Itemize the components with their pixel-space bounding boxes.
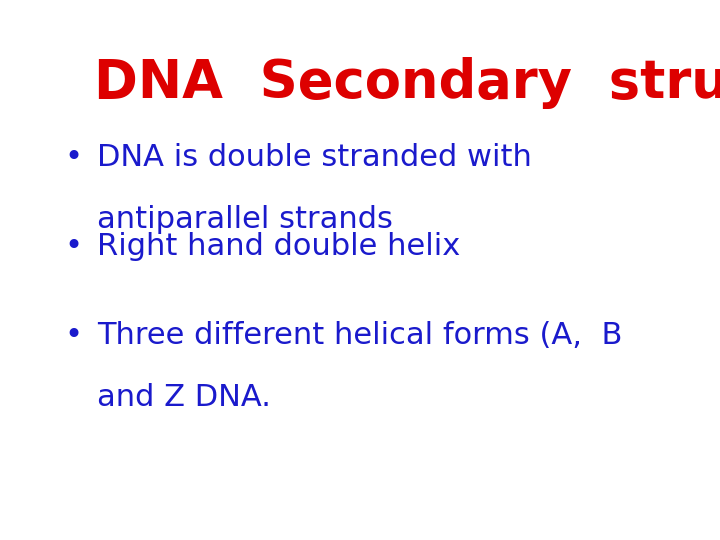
Text: •: • [65,321,83,350]
Text: Three different helical forms (A,  B: Three different helical forms (A, B [97,321,623,350]
Text: •: • [65,143,83,172]
Text: •: • [65,232,83,261]
Text: antiparallel strands: antiparallel strands [97,205,393,234]
Text: and Z DNA.: and Z DNA. [97,383,271,413]
Text: DNA  Secondary  structure: DNA Secondary structure [94,57,720,109]
Text: Right hand double helix: Right hand double helix [97,232,461,261]
Text: DNA is double stranded with: DNA is double stranded with [97,143,532,172]
